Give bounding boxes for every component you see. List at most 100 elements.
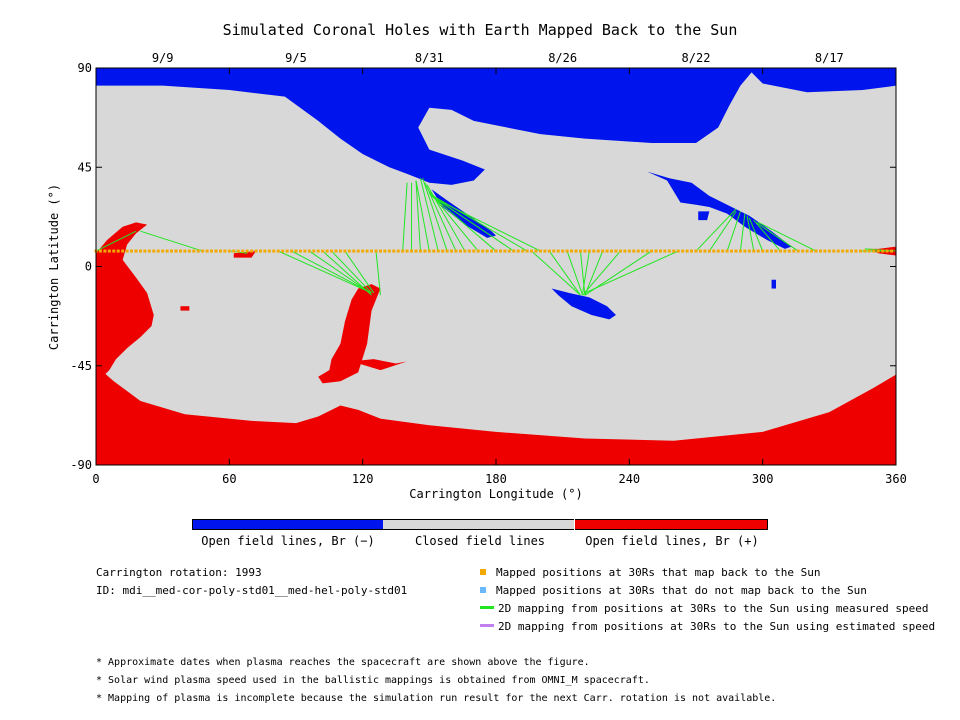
mapped-position bbox=[765, 249, 769, 253]
mapped-position bbox=[112, 249, 116, 253]
mapped-position bbox=[761, 249, 765, 253]
mapped-position bbox=[832, 249, 836, 253]
legend-estimated-label: 2D mapping from positions at 30Rs to the… bbox=[498, 620, 936, 633]
mapped-position bbox=[454, 249, 458, 253]
mapped-position bbox=[418, 249, 422, 253]
mapped-position bbox=[121, 249, 125, 253]
mapped-position bbox=[450, 249, 454, 253]
colorbar-positive bbox=[575, 519, 768, 530]
mapped-position bbox=[645, 249, 649, 253]
mapped-position bbox=[827, 249, 831, 253]
x-tick-label: 180 bbox=[485, 472, 507, 486]
mapped-position bbox=[516, 249, 520, 253]
mapped-position bbox=[436, 249, 440, 253]
mapped-position bbox=[596, 249, 600, 253]
mapping-line bbox=[278, 250, 372, 294]
mapped-position bbox=[881, 249, 885, 253]
mapped-swatch bbox=[480, 569, 486, 575]
mapped-position bbox=[174, 249, 178, 253]
mapped-position bbox=[583, 249, 587, 253]
mapped-position bbox=[316, 249, 320, 253]
mapped-position bbox=[272, 249, 276, 253]
mapped-position bbox=[472, 249, 476, 253]
mapped-position bbox=[303, 249, 307, 253]
mapped-position bbox=[183, 249, 187, 253]
mapped-position bbox=[187, 249, 191, 253]
mapped-position bbox=[396, 249, 400, 253]
mapped-position bbox=[650, 249, 654, 253]
mapped-position bbox=[685, 249, 689, 253]
mapped-position bbox=[867, 249, 871, 253]
mapped-position bbox=[738, 249, 742, 253]
footnote: * Approximate dates when plasma reaches … bbox=[96, 657, 590, 668]
mapped-position bbox=[778, 249, 782, 253]
mapped-position bbox=[192, 249, 196, 253]
coronal-hole-negative bbox=[647, 171, 792, 249]
mapping-line bbox=[548, 250, 581, 296]
mapped-position bbox=[570, 249, 574, 253]
mapped-position bbox=[623, 249, 627, 253]
measured-swatch bbox=[480, 606, 494, 609]
mapped-position bbox=[885, 249, 889, 253]
mapped-position bbox=[792, 249, 796, 253]
legend-mapped-label: Mapped positions at 30Rs that map back t… bbox=[496, 566, 821, 579]
mapped-position bbox=[494, 249, 498, 253]
unmapped-swatch bbox=[480, 587, 486, 593]
mapped-position bbox=[712, 249, 716, 253]
mapped-position bbox=[694, 249, 698, 253]
mapped-position bbox=[125, 249, 129, 253]
mapped-position bbox=[130, 249, 134, 253]
mapped-position bbox=[241, 249, 245, 253]
mapped-position bbox=[378, 249, 382, 253]
mapped-position bbox=[307, 249, 311, 253]
coronal-hole-negative bbox=[96, 68, 896, 185]
mapped-position bbox=[703, 249, 707, 253]
mapped-position bbox=[343, 249, 347, 253]
mapping-line bbox=[757, 221, 817, 252]
mapped-position bbox=[383, 249, 387, 253]
mapped-position bbox=[405, 249, 409, 253]
mapped-position bbox=[841, 249, 845, 253]
mapped-position bbox=[872, 249, 876, 253]
mapped-position bbox=[876, 249, 880, 253]
mapped-position bbox=[610, 249, 614, 253]
x-tick-label: 120 bbox=[352, 472, 374, 486]
mapping-line bbox=[739, 213, 746, 252]
mapped-position bbox=[401, 249, 405, 253]
mapped-position bbox=[534, 249, 538, 253]
mapping-line bbox=[582, 250, 621, 296]
mapped-position bbox=[250, 249, 254, 253]
mapped-position bbox=[338, 249, 342, 253]
y-tick-label: 0 bbox=[85, 260, 92, 274]
mapped-position bbox=[614, 249, 618, 253]
mapped-position bbox=[432, 249, 436, 253]
mapped-position bbox=[210, 249, 214, 253]
mapping-line bbox=[584, 250, 604, 296]
mapped-position bbox=[672, 249, 676, 253]
mapped-position bbox=[814, 249, 818, 253]
mapped-position bbox=[165, 249, 169, 253]
coronal-holes bbox=[96, 68, 896, 465]
mapped-position bbox=[552, 249, 556, 253]
mapping-line bbox=[344, 250, 375, 294]
date-tick-label: 9/5 bbox=[285, 51, 307, 65]
date-tick-label: 8/31 bbox=[415, 51, 444, 65]
mapped-position bbox=[298, 249, 302, 253]
mapped-position bbox=[370, 249, 374, 253]
mapping-line bbox=[726, 211, 741, 252]
mapped-position bbox=[258, 249, 262, 253]
mapped-position bbox=[490, 249, 494, 253]
legend-unmapped: Mapped positions at 30Rs that do not map… bbox=[480, 584, 867, 598]
mapped-position bbox=[276, 249, 280, 253]
mapped-position bbox=[387, 249, 391, 253]
mapped-position bbox=[543, 249, 547, 253]
mapped-position bbox=[525, 249, 529, 253]
mapped-position bbox=[530, 249, 534, 253]
mapped-position bbox=[178, 249, 182, 253]
mapping-line bbox=[96, 230, 137, 252]
mapped-position bbox=[507, 249, 511, 253]
mapping-line bbox=[579, 251, 586, 296]
mapping-line bbox=[429, 193, 528, 252]
mapped-position bbox=[498, 249, 502, 253]
mapped-position bbox=[147, 249, 151, 253]
